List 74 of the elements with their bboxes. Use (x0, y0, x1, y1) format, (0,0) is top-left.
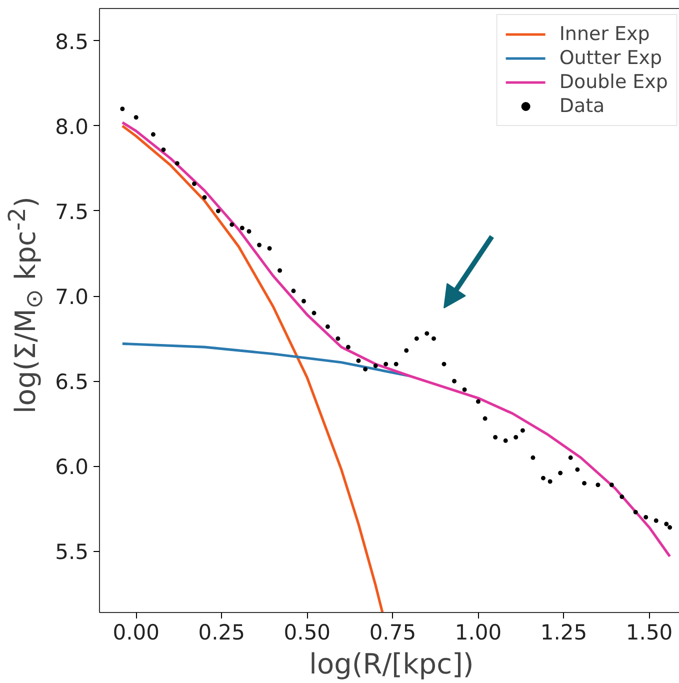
x-tick-label: 1.00 (454, 620, 502, 644)
point (134, 115, 138, 120)
x-tick-label: 0.50 (284, 620, 331, 644)
point (644, 514, 648, 520)
point (404, 348, 409, 353)
legend-label: Double Exp (559, 71, 668, 93)
point (384, 362, 388, 366)
point (530, 455, 536, 460)
point (363, 366, 368, 372)
y-tick-label: 7.5 (55, 200, 89, 224)
line-series (121, 124, 384, 612)
point (520, 428, 525, 433)
point (540, 476, 546, 480)
y-tick-label: 8.0 (55, 114, 89, 139)
point (414, 336, 419, 341)
point (596, 482, 600, 488)
point (609, 482, 614, 488)
point (246, 229, 252, 234)
point (150, 132, 156, 137)
x-tick-label: 0.75 (369, 620, 416, 644)
point (257, 242, 262, 248)
x-tick-label: 1.50 (626, 620, 673, 644)
point (373, 364, 378, 368)
point (476, 399, 480, 404)
point (568, 455, 573, 460)
point (432, 336, 436, 341)
x-tick-label: 0.25 (198, 620, 246, 644)
point (312, 310, 316, 316)
point (493, 435, 498, 440)
point (424, 331, 430, 336)
point (161, 147, 166, 152)
point (216, 208, 220, 214)
point (548, 479, 552, 484)
y-tick-label: 7.0 (55, 285, 89, 310)
point (120, 106, 125, 112)
point (452, 378, 457, 384)
point (482, 416, 488, 421)
point (346, 344, 350, 350)
point (202, 195, 207, 200)
x-tick-label: 1.25 (540, 620, 588, 644)
point (325, 324, 330, 329)
point (668, 525, 672, 530)
x-axis-title: log(R/[kpc]) (309, 648, 474, 680)
point (633, 510, 638, 514)
point (582, 480, 587, 486)
legend-label: Data (559, 95, 605, 117)
point (192, 182, 197, 186)
y-tick-label: 8.5 (55, 30, 89, 54)
point (291, 288, 296, 294)
y-tick-label: 5.5 (55, 540, 89, 564)
point (336, 336, 340, 341)
point (174, 161, 180, 166)
point (575, 467, 580, 472)
x-tick-label: 0.00 (112, 620, 160, 644)
point (558, 470, 563, 476)
y-tick-label: 6.5 (55, 370, 89, 394)
legend-label: Outter Exp (559, 47, 662, 69)
legend-label: Inner Exp (559, 23, 650, 45)
point (620, 494, 624, 500)
point (664, 522, 669, 526)
point (267, 246, 272, 251)
point (240, 226, 244, 230)
point (514, 435, 518, 440)
point (654, 518, 658, 523)
point (462, 387, 467, 392)
line-series (121, 121, 672, 558)
point (301, 298, 306, 304)
point (394, 362, 398, 366)
y-tick-label: 6.0 (55, 455, 89, 480)
point (442, 362, 446, 366)
point (230, 222, 234, 227)
point (356, 358, 361, 363)
point (503, 438, 508, 443)
point (278, 268, 282, 273)
